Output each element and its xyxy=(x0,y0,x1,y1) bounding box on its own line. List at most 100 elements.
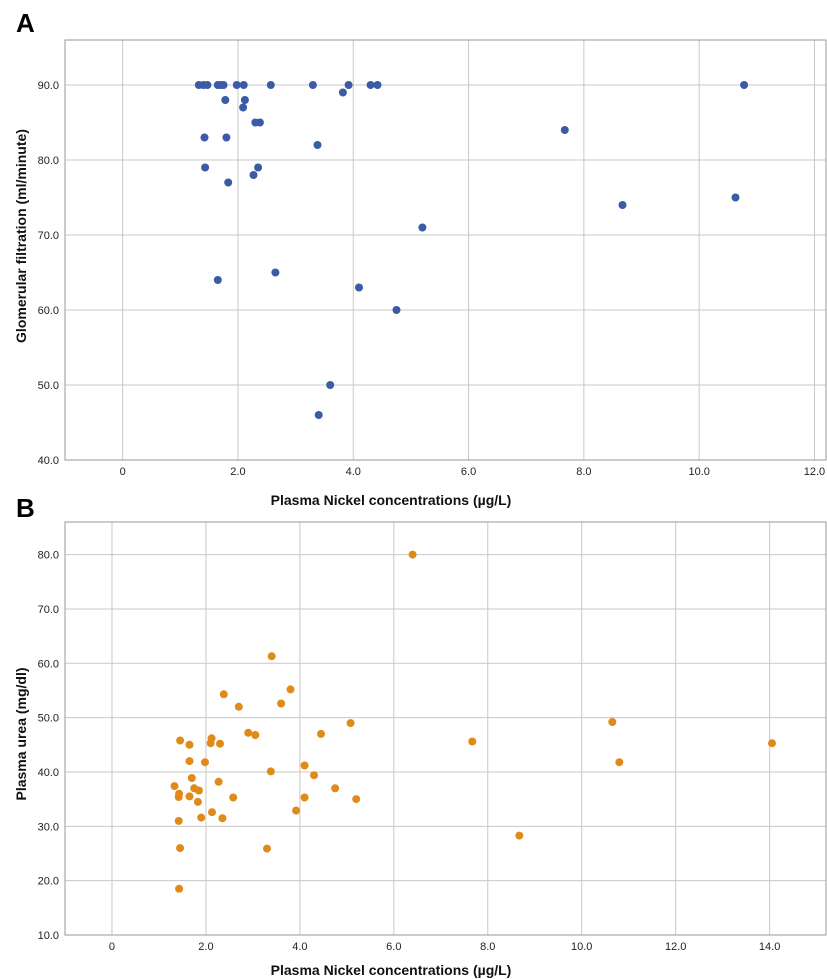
data-point xyxy=(355,283,363,292)
panel-a-y-axis-title: Glomerular filtration (ml/minute) xyxy=(13,129,29,343)
data-point xyxy=(197,813,206,822)
y-tick-label: 30.0 xyxy=(38,821,59,833)
data-point xyxy=(249,171,258,179)
data-point xyxy=(239,81,248,89)
data-point xyxy=(239,103,248,112)
y-tick-label: 20.0 xyxy=(38,876,59,888)
data-point xyxy=(194,786,203,795)
data-point xyxy=(201,758,209,767)
x-tick-label: 10.0 xyxy=(688,466,709,478)
data-point xyxy=(326,381,335,389)
data-point xyxy=(234,702,243,711)
data-point xyxy=(392,306,401,314)
data-point xyxy=(218,814,227,823)
panel-b: B 0 2.0 4.0 6.0 8.0 10.0 12.0 14.0 10.0 20.0 30.0… xyxy=(13,493,827,978)
panel-b-points xyxy=(170,550,776,893)
data-point xyxy=(200,133,209,142)
data-point xyxy=(768,739,776,748)
data-point xyxy=(344,81,353,89)
data-point xyxy=(346,719,355,728)
data-point xyxy=(222,133,231,142)
data-point xyxy=(408,550,417,559)
data-point xyxy=(271,268,280,277)
y-tick-label: 40.0 xyxy=(38,455,59,467)
panel-b-y-tick-labels: 10.0 20.0 30.0 40.0 50.0 60.0 70.0 80.0 xyxy=(38,550,59,942)
data-point xyxy=(251,731,260,739)
data-point xyxy=(185,740,194,749)
data-point xyxy=(175,884,184,893)
data-point xyxy=(313,141,322,149)
panel-a: A 0 2.0 4.0 6.0 8.0 10.0 12.0 40.0 50.0 60.0 70.0… xyxy=(13,8,827,508)
data-point xyxy=(203,81,212,89)
y-tick-label: 60.0 xyxy=(38,305,59,317)
y-tick-label: 60.0 xyxy=(38,658,59,670)
data-point xyxy=(308,81,317,89)
data-point xyxy=(219,81,228,89)
data-point xyxy=(515,831,524,840)
data-point xyxy=(331,784,340,793)
y-tick-label: 70.0 xyxy=(38,230,59,242)
panel-a-label: A xyxy=(16,8,35,38)
x-tick-label: 2.0 xyxy=(198,941,213,953)
data-point xyxy=(185,792,194,801)
x-tick-label: 6.0 xyxy=(461,466,476,478)
y-tick-label: 50.0 xyxy=(38,380,59,392)
x-tick-label: 12.0 xyxy=(665,941,686,953)
data-point xyxy=(468,737,477,746)
data-point xyxy=(174,793,183,801)
data-point xyxy=(366,81,375,89)
x-tick-label: 12.0 xyxy=(804,466,825,478)
data-point xyxy=(310,771,318,780)
data-point xyxy=(286,685,295,694)
data-point xyxy=(219,690,228,699)
x-tick-label: 8.0 xyxy=(576,466,591,478)
y-tick-label: 50.0 xyxy=(38,713,59,725)
data-point xyxy=(240,96,249,104)
data-point xyxy=(740,81,749,89)
panel-a-plot-frame xyxy=(64,39,827,461)
panel-b-grid xyxy=(65,522,826,935)
data-point xyxy=(174,816,183,825)
data-point xyxy=(266,767,275,776)
data-point xyxy=(193,797,202,806)
data-point xyxy=(187,774,196,782)
data-point xyxy=(338,88,347,97)
panel-a-y-tick-labels: 40.0 50.0 60.0 70.0 80.0 90.0 xyxy=(38,80,59,467)
data-point xyxy=(263,844,271,853)
panel-b-plot-frame xyxy=(64,521,827,936)
data-point xyxy=(213,276,222,284)
data-point xyxy=(314,411,323,419)
x-tick-label: 0 xyxy=(109,941,115,953)
panel-a-points xyxy=(194,81,749,419)
data-point xyxy=(216,739,224,748)
data-point xyxy=(618,201,627,209)
x-tick-label: 6.0 xyxy=(386,941,401,953)
data-point xyxy=(185,757,194,766)
x-tick-label: 14.0 xyxy=(759,941,780,953)
x-tick-label: 10.0 xyxy=(571,941,592,953)
y-tick-label: 80.0 xyxy=(38,155,59,167)
data-point xyxy=(214,777,223,786)
y-tick-label: 70.0 xyxy=(38,604,59,616)
x-tick-label: 8.0 xyxy=(480,941,495,953)
data-point xyxy=(608,718,617,726)
y-tick-label: 90.0 xyxy=(38,80,59,92)
data-point xyxy=(373,81,382,89)
panel-b-x-axis-title: Plasma Nickel concentrations (µg/L) xyxy=(271,962,512,978)
data-point xyxy=(201,163,210,172)
data-point xyxy=(277,699,286,708)
y-tick-label: 80.0 xyxy=(38,550,59,562)
data-point xyxy=(615,758,624,767)
data-point xyxy=(232,81,241,89)
data-point xyxy=(229,793,238,802)
data-point xyxy=(176,736,185,745)
panel-a-x-tick-labels: 0 2.0 4.0 6.0 8.0 10.0 12.0 xyxy=(120,466,826,478)
data-point xyxy=(254,163,263,172)
data-point xyxy=(560,126,569,134)
data-point xyxy=(244,728,253,737)
data-point xyxy=(221,96,230,104)
data-point xyxy=(255,118,264,127)
data-point xyxy=(317,729,325,738)
data-point xyxy=(206,739,215,748)
data-point xyxy=(176,844,185,853)
